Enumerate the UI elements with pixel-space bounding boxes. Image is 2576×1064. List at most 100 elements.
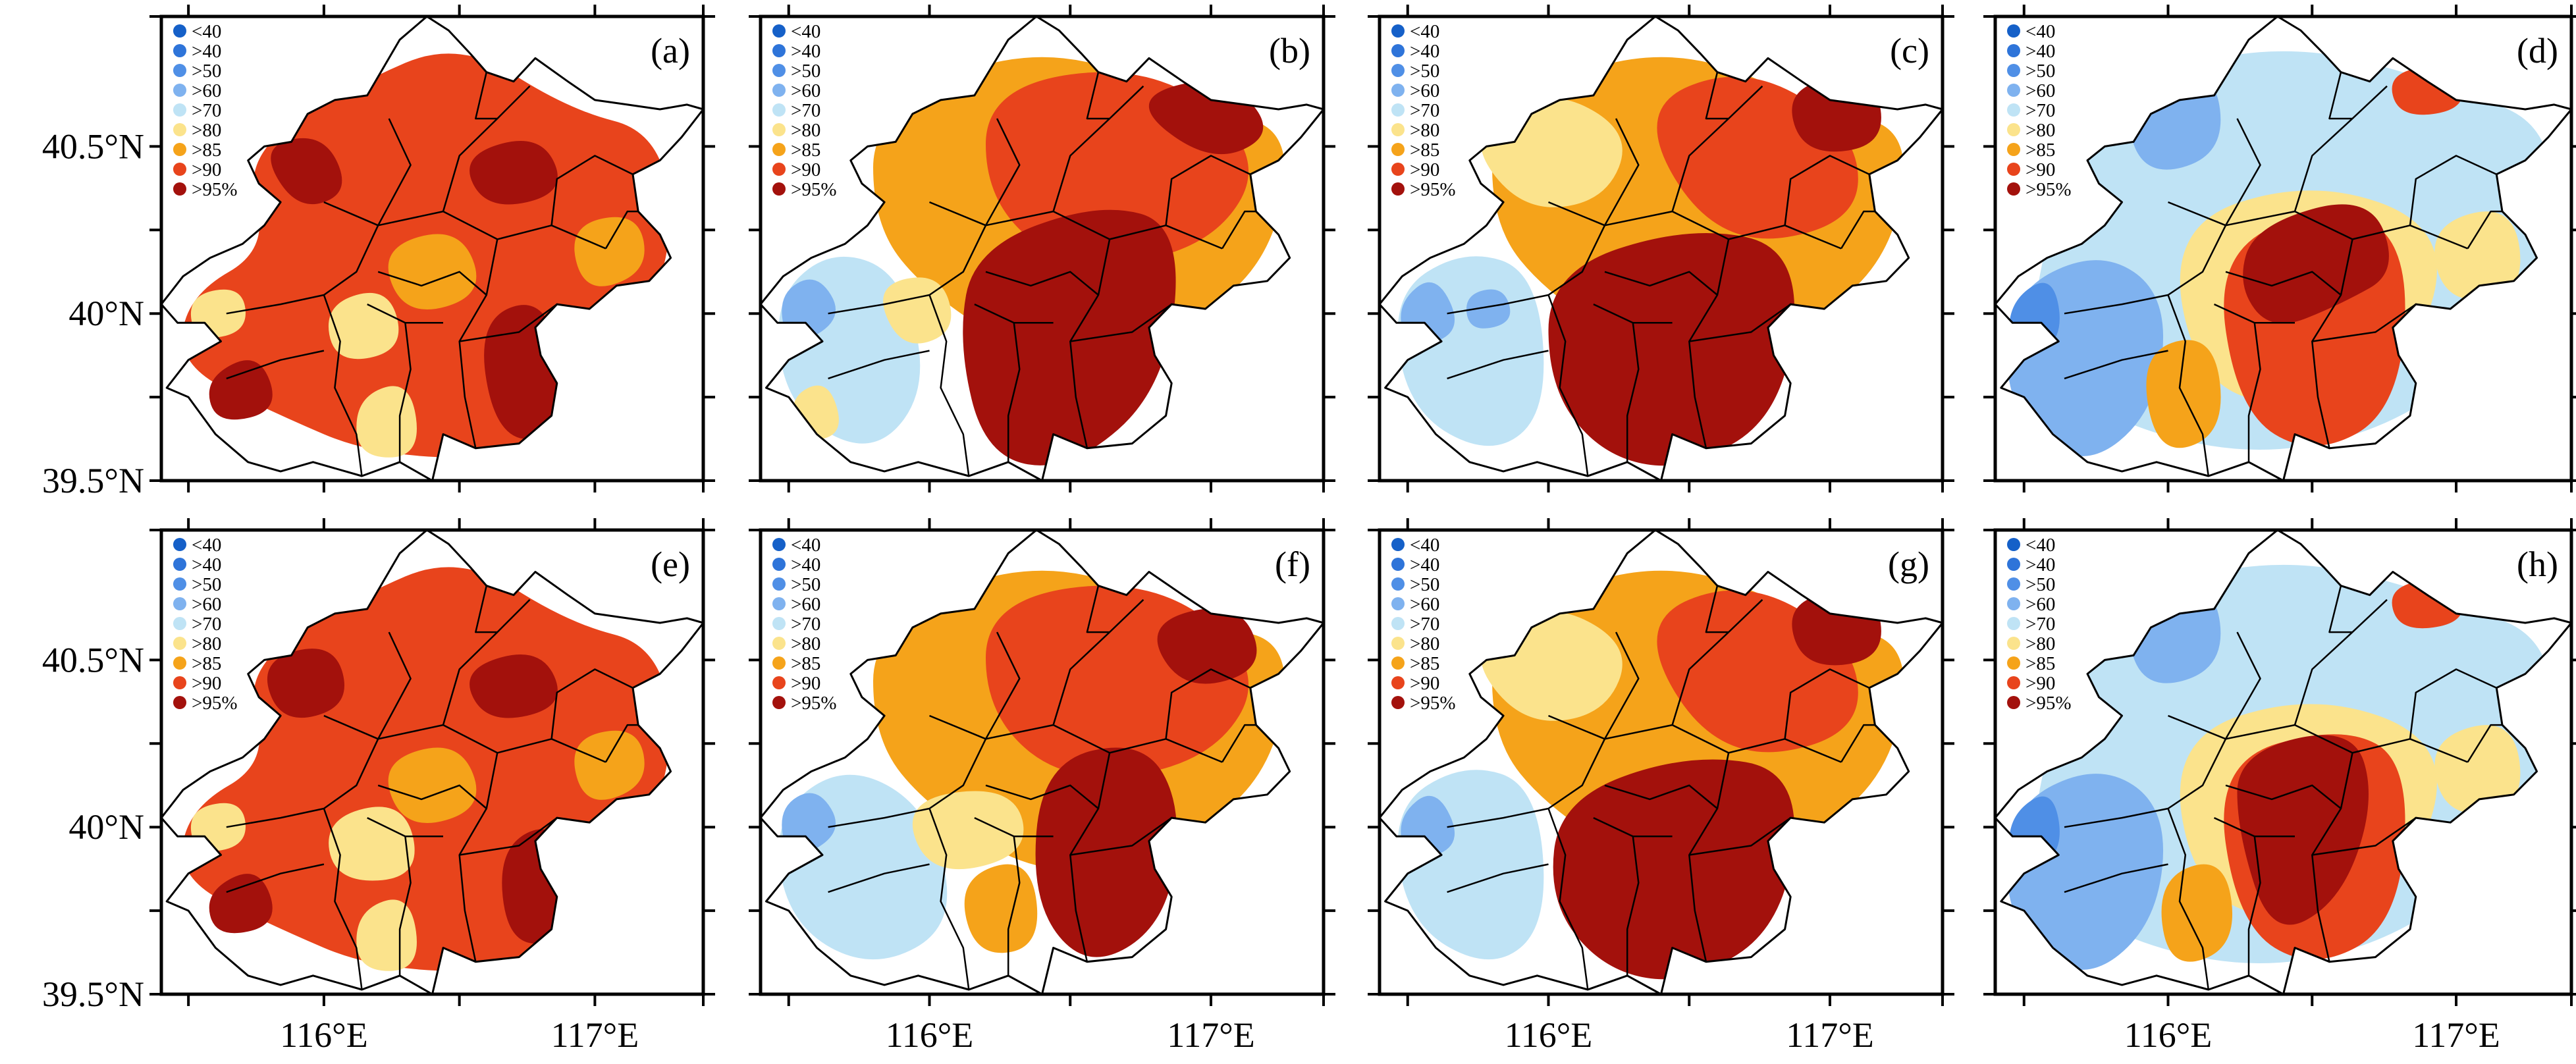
legend-label: >80 bbox=[791, 120, 820, 141]
precipitation-field bbox=[778, 57, 1285, 466]
legend-marker bbox=[772, 123, 786, 136]
panel-frame bbox=[1993, 528, 2573, 996]
panel-frame bbox=[1993, 14, 2573, 483]
district-boundary bbox=[828, 350, 930, 380]
legend-marker bbox=[2007, 103, 2020, 117]
legend-label: >90 bbox=[791, 673, 820, 694]
legend-label: >40 bbox=[192, 554, 221, 575]
district-boundary bbox=[1784, 155, 1870, 226]
legend-label: >90 bbox=[791, 159, 820, 180]
legend-label: >95% bbox=[1410, 179, 1456, 200]
legend-label: >60 bbox=[791, 80, 820, 101]
beijing-boundary bbox=[160, 529, 705, 996]
legend-marker bbox=[2007, 656, 2020, 670]
contour-region bbox=[1466, 289, 1511, 329]
legend-label: >60 bbox=[791, 594, 820, 615]
beijing-boundary bbox=[759, 15, 1325, 482]
legend-marker bbox=[2007, 637, 2020, 650]
legend-label: >70 bbox=[791, 614, 820, 635]
legend-label: >60 bbox=[2026, 594, 2055, 615]
legend-label: >90 bbox=[2026, 673, 2055, 694]
legend-label: >95% bbox=[2026, 179, 2072, 200]
district-boundary bbox=[2064, 863, 2168, 893]
district-boundary bbox=[1086, 72, 1110, 120]
legend-label: <40 bbox=[2026, 535, 2055, 556]
legend-label: <40 bbox=[192, 535, 221, 556]
contour-region bbox=[1792, 78, 1881, 152]
district-boundary bbox=[2167, 294, 2210, 477]
legend-label: >95% bbox=[192, 693, 238, 714]
legend-label: >85 bbox=[791, 140, 820, 161]
legend-marker bbox=[1391, 637, 1405, 650]
precipitation-field bbox=[2006, 51, 2553, 456]
legend-marker bbox=[1391, 182, 1405, 196]
legend: <40>40>50>60>70>80>85>90>95% bbox=[2007, 21, 2072, 200]
contour-region bbox=[209, 874, 273, 934]
panel-frame bbox=[1378, 528, 1945, 996]
map-panel-e: (e) <40>40>50>60>70>80>85>90>95% 40.5°N 40°… bbox=[42, 518, 715, 1055]
panel-frame bbox=[759, 14, 1326, 483]
legend-marker bbox=[772, 656, 786, 670]
legend-marker bbox=[173, 123, 186, 136]
precipitation-field bbox=[1397, 570, 1904, 980]
legend-marker bbox=[2007, 84, 2020, 97]
legend-marker bbox=[1391, 656, 1405, 670]
district-boundary bbox=[550, 155, 633, 226]
district-boundary bbox=[1671, 85, 1763, 212]
legend-label: <40 bbox=[791, 535, 820, 556]
legend-marker bbox=[2007, 696, 2020, 709]
district-boundary bbox=[2167, 808, 2210, 990]
district-boundary bbox=[442, 598, 531, 726]
legend-marker bbox=[772, 143, 786, 156]
legend-marker bbox=[173, 163, 186, 176]
x-tick-label: 117°E bbox=[2412, 1015, 2500, 1055]
legend-label: >60 bbox=[192, 80, 221, 101]
legend-marker bbox=[772, 676, 786, 689]
district-boundary bbox=[1221, 724, 1256, 763]
district-boundary bbox=[1604, 784, 1718, 809]
district-boundary bbox=[377, 118, 412, 226]
y-tick-label: 39.5°N bbox=[42, 974, 144, 1014]
panel-frame bbox=[1378, 14, 1945, 483]
contour-region bbox=[1792, 591, 1881, 666]
contour-region bbox=[1397, 256, 1544, 446]
legend-marker bbox=[173, 103, 186, 117]
legend-label: >70 bbox=[2026, 100, 2055, 121]
legend-marker bbox=[173, 696, 186, 709]
district-boundary bbox=[226, 350, 325, 380]
district-boundary bbox=[550, 668, 633, 739]
x-tick-label: 117°E bbox=[551, 1015, 639, 1055]
legend-label: >80 bbox=[2026, 120, 2055, 141]
contour-region bbox=[209, 360, 273, 420]
legend-marker bbox=[772, 637, 786, 650]
legend-marker bbox=[772, 44, 786, 57]
district-boundary bbox=[226, 863, 325, 893]
district-boundary bbox=[2225, 271, 2342, 296]
precipitation-field bbox=[2006, 564, 2553, 970]
contour-region bbox=[2392, 580, 2463, 629]
district-boundary bbox=[1007, 323, 1021, 462]
district-boundary bbox=[2247, 323, 2261, 462]
beijing-boundary bbox=[1994, 529, 2573, 996]
contour-region bbox=[1035, 747, 1177, 957]
district-boundary bbox=[2168, 201, 2468, 250]
district-boundary bbox=[323, 808, 363, 990]
district-boundary bbox=[2328, 72, 2353, 120]
legend-marker bbox=[2007, 676, 2020, 689]
legend-label: <40 bbox=[791, 21, 820, 42]
district-boundary bbox=[1689, 817, 1791, 856]
legend-label: >80 bbox=[192, 633, 221, 654]
legend-marker bbox=[1391, 64, 1405, 77]
legend-marker bbox=[772, 597, 786, 610]
legend-label: >85 bbox=[2026, 653, 2055, 674]
district-boundary bbox=[984, 118, 1021, 226]
legend-marker bbox=[1391, 44, 1405, 57]
y-tick-label: 39.5°N bbox=[42, 461, 144, 500]
panel-letter: (g) bbox=[1888, 545, 1929, 584]
contour-region bbox=[883, 277, 952, 344]
legend-marker bbox=[173, 182, 186, 196]
district-boundary bbox=[1705, 585, 1729, 633]
legend-label: >40 bbox=[791, 554, 820, 575]
legend-marker bbox=[1391, 597, 1405, 610]
legend-label: >95% bbox=[192, 179, 238, 200]
